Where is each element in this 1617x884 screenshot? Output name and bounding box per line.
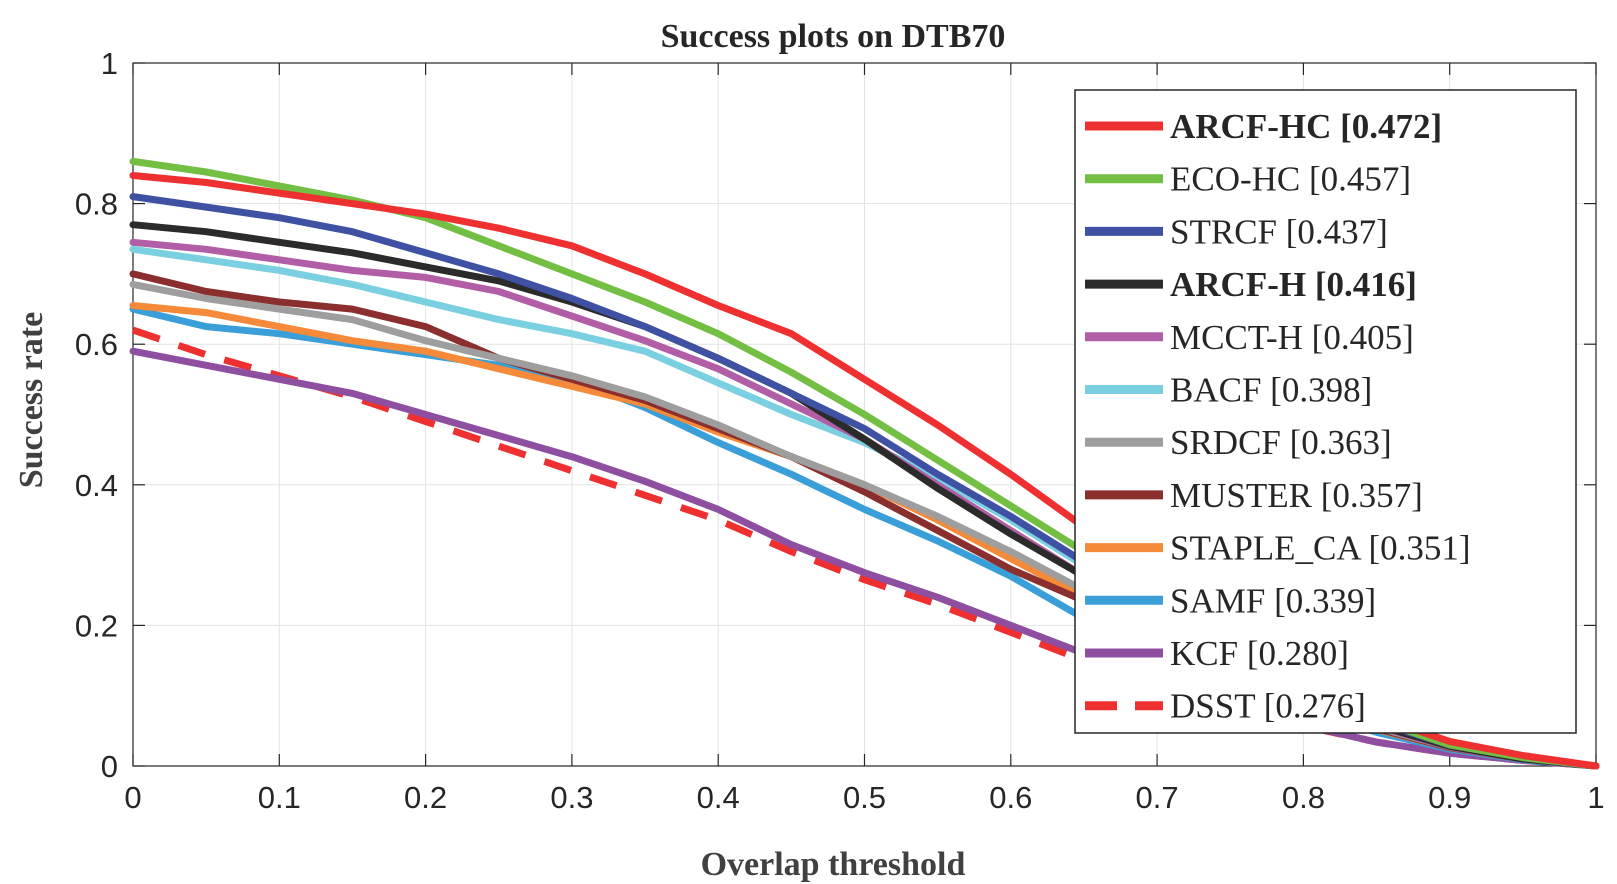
legend-entry-label: KCF [0.280] <box>1170 634 1349 673</box>
legend-entry-label: ARCF-H [0.416] <box>1170 265 1417 304</box>
y-tick-label: 0.6 <box>75 327 118 362</box>
x-tick-label: 0.1 <box>258 780 301 815</box>
legend-entry-label: MCCT-H [0.405] <box>1170 318 1414 357</box>
x-tick-label: 0.4 <box>697 780 740 815</box>
legend-entry-label: SRDCF [0.363] <box>1170 423 1392 462</box>
y-tick-label: 0.8 <box>75 187 118 222</box>
legend-entry-label: MUSTER [0.357] <box>1170 476 1423 515</box>
legend-entry-label: BACF [0.398] <box>1170 371 1372 410</box>
x-tick-label: 0.9 <box>1428 780 1471 815</box>
legend-entry-label: ECO-HC [0.457] <box>1170 160 1411 199</box>
y-axis-ticks: 0 0.2 0.4 0.6 0.8 1 <box>75 46 1596 784</box>
y-tick-label: 0.4 <box>75 468 118 503</box>
y-tick-label: 1 <box>101 46 118 81</box>
series-line-kcf <box>129 347 1600 770</box>
x-axis-ticks: 0 0.1 0.2 0.3 0.4 0.5 0.6 0.7 0.8 0.9 1 <box>124 63 1605 815</box>
x-tick-label: 0.8 <box>1282 780 1325 815</box>
x-tick-label: 0.3 <box>550 780 593 815</box>
x-axis-label: Overlap threshold <box>701 846 966 883</box>
legend-entry-label: STAPLE_CA [0.351] <box>1170 529 1471 568</box>
x-tick-label: 1 <box>1587 780 1604 815</box>
y-axis-label: Success rate <box>13 312 50 489</box>
x-tick-label: 0.6 <box>989 780 1032 815</box>
series-line-dsst <box>131 326 1597 770</box>
legend-entry-label: STRCF [0.437] <box>1170 212 1388 251</box>
x-tick-label: 0 <box>124 780 141 815</box>
x-tick-label: 0.5 <box>843 780 886 815</box>
y-tick-label: 0 <box>101 749 118 784</box>
x-tick-label: 0.7 <box>1136 780 1179 815</box>
legend-entry-label: DSST [0.276] <box>1170 687 1366 726</box>
legend-box <box>1074 89 1577 734</box>
legend-entry-label: SAMF [0.339] <box>1170 581 1376 620</box>
y-tick-label: 0.2 <box>75 608 118 643</box>
legend-entry-label: ARCF-HC [0.472] <box>1170 107 1442 146</box>
x-tick-label: 0.2 <box>404 780 447 815</box>
legend: ARCF-HC [0.472] ECO-HC [0.457] STRCF [0.43… <box>1074 89 1577 734</box>
chart-title: Success plots on DTB70 <box>661 18 1006 55</box>
